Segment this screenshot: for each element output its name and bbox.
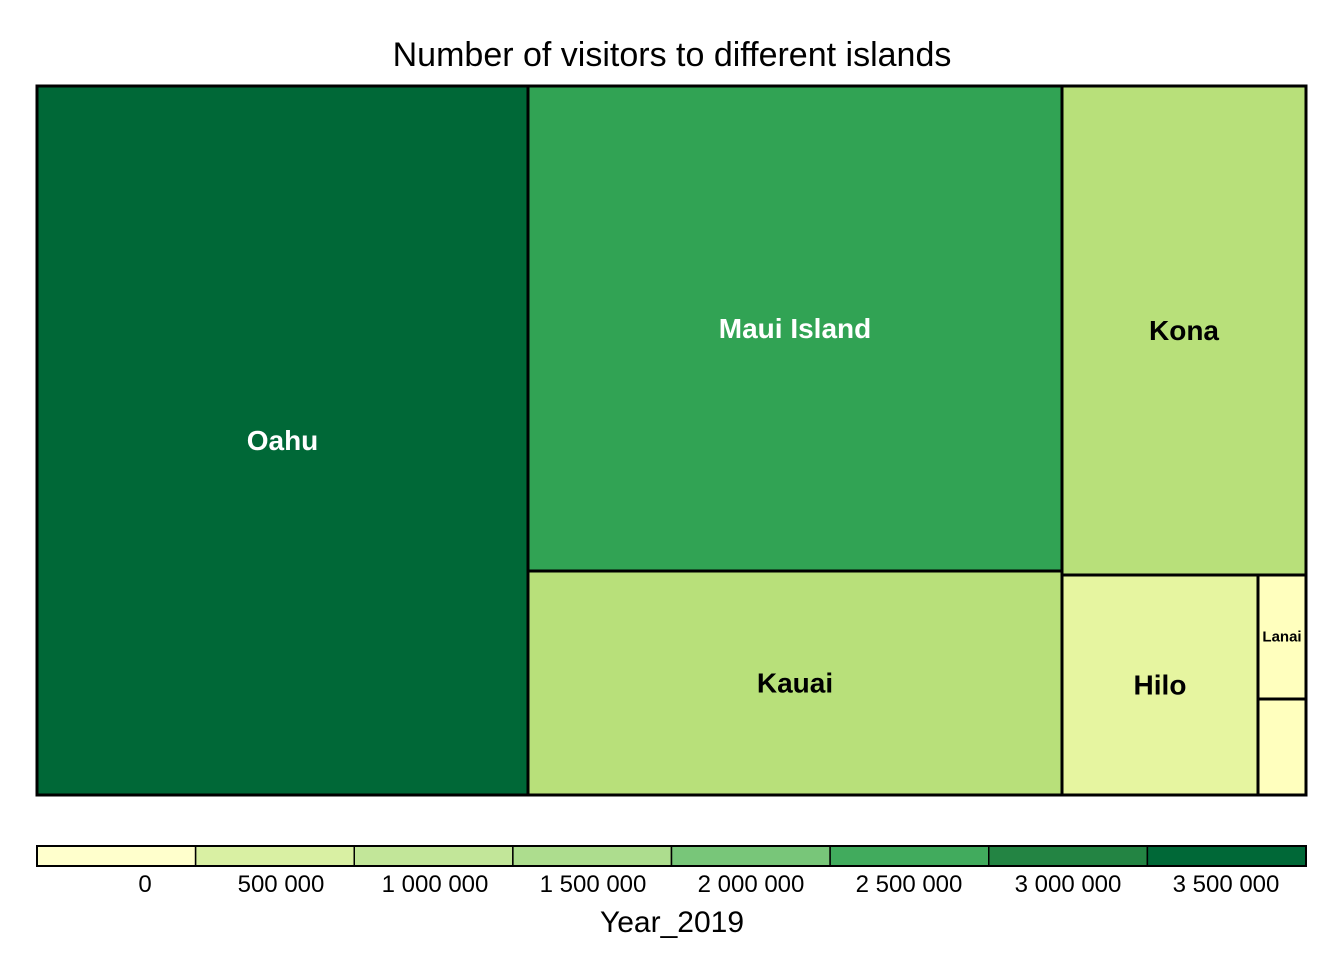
treemap-label-hilo: Hilo [1134,670,1187,701]
legend-swatch-2 [353,845,514,867]
legend-tick-label: 0 [138,871,151,898]
legend-swatch-6 [988,845,1149,867]
legend-tick-label: 2 000 000 [698,871,805,898]
color-legend: 0 500 000 1 000 000 1 500 000 2 000 000 2 500… [36,845,1307,898]
legend-swatch-1 [194,845,355,867]
legend-swatch-4 [670,845,831,867]
treemap-label-lanai: Lanai [1262,629,1301,646]
treemap-cell-kauai [526,569,1064,797]
treemap-label-kona: Kona [1149,315,1219,346]
legend-title: Year_2019 [600,906,744,939]
legend-swatch-5 [829,845,990,867]
treemap-cell-lanai [1256,573,1308,701]
legend-tick-label: 3 000 000 [1015,871,1122,898]
legend-tick-label: 500 000 [238,871,325,898]
treemap-label-maui-island: Maui Island [719,313,871,344]
treemap-cell-oahu [35,84,530,797]
legend-tick-label: 3 500 000 [1173,871,1280,898]
treemap-cell-maui-island [526,84,1064,573]
legend-border [36,845,1307,867]
treemap-cell-kona [1060,84,1308,577]
treemap-label-oahu: Oahu [247,425,319,456]
treemap-label-kauai: Kauai [757,668,833,699]
chart-title: Number of visitors to different islands [393,36,952,74]
legend-swatch-3 [512,845,673,867]
treemap-cells: Oahu Maui Island Kauai Kona Hilo Lanai [35,84,1308,797]
legend-tick-label: 1 500 000 [540,871,647,898]
legend-swatch-7 [1146,845,1307,867]
legend-swatch-0 [36,845,197,867]
treemap-cell-unlabeled [1256,697,1308,797]
treemap-frame [35,84,1308,797]
legend-tick-label: 2 500 000 [856,871,963,898]
legend-tick-label: 1 000 000 [382,871,489,898]
